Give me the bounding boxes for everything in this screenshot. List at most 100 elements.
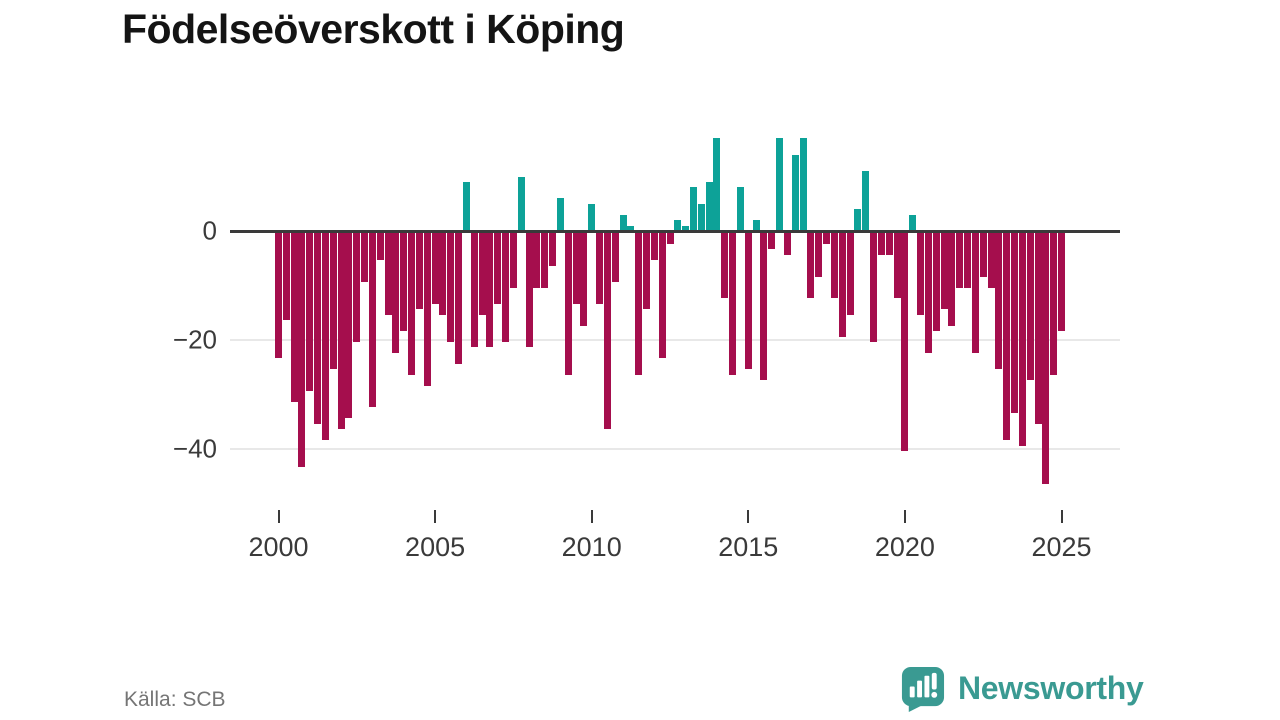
bar-negative	[400, 233, 408, 332]
bar-negative	[948, 233, 956, 326]
x-axis-tick-mark	[747, 510, 750, 523]
bar-negative	[940, 233, 948, 310]
bar-negative	[830, 233, 838, 299]
bar-negative	[321, 233, 329, 441]
bar-negative	[877, 233, 885, 255]
source-note: Källa: SCB	[124, 688, 226, 711]
bar-negative	[1018, 233, 1026, 446]
x-axis-tick-mark	[434, 510, 437, 523]
bar-negative	[917, 233, 925, 315]
bar-positive	[799, 138, 807, 231]
x-axis-tick-label: 2000	[248, 532, 309, 562]
bar-positive	[689, 187, 697, 231]
y-axis-tick-label: −20	[172, 324, 217, 355]
gridline	[230, 339, 1120, 341]
bar-negative	[306, 233, 314, 392]
bar-negative	[901, 233, 909, 451]
bar-negative	[846, 233, 854, 315]
bar-negative	[807, 233, 815, 299]
bar-negative	[885, 233, 893, 255]
bar-positive	[588, 203, 596, 231]
bar-positive	[556, 198, 564, 231]
bar-positive	[713, 138, 721, 231]
bar-positive	[909, 214, 917, 231]
newsworthy-speech-bubble-chart-icon	[901, 666, 945, 712]
bar-negative	[509, 233, 517, 288]
bar-positive	[674, 220, 682, 231]
y-axis-tick-label: 0	[202, 215, 217, 246]
bar-positive	[705, 181, 713, 231]
bar-negative	[995, 233, 1003, 370]
bar-negative	[635, 233, 643, 375]
x-axis-tick-label: 2025	[1031, 532, 1092, 562]
bar-negative	[783, 233, 791, 255]
x-axis-tick-label: 2005	[405, 532, 466, 562]
bar-positive	[862, 171, 870, 231]
zero-axis-line	[230, 230, 1120, 233]
bar-positive	[854, 209, 862, 231]
bar-negative	[361, 233, 369, 283]
page-title: Födelseöverskott i Köping	[122, 6, 625, 52]
x-axis-tick-label: 2020	[874, 532, 935, 562]
bar-negative	[893, 233, 901, 299]
bar-negative	[721, 233, 729, 299]
bar-negative	[729, 233, 737, 375]
newsworthy-wordmark: Newsworthy	[958, 670, 1144, 706]
bar-negative	[337, 233, 345, 430]
bar-positive	[682, 225, 690, 231]
bar-positive	[791, 154, 799, 231]
bar-negative	[823, 233, 831, 244]
bar-positive	[462, 181, 470, 231]
bar-positive	[619, 214, 627, 231]
bar-positive	[697, 203, 705, 231]
x-axis-tick-label: 2015	[718, 532, 779, 562]
bar-negative	[1026, 233, 1034, 381]
bar-negative	[611, 233, 619, 283]
bar-negative	[368, 233, 376, 408]
bar-negative	[1003, 233, 1011, 441]
bar-negative	[376, 233, 384, 261]
bar-negative	[1058, 233, 1065, 332]
bar-negative	[494, 233, 502, 304]
bar-negative	[643, 233, 650, 310]
bar-positive	[752, 220, 760, 231]
bar-negative	[486, 233, 494, 348]
bar-negative	[549, 233, 557, 266]
bar-negative	[353, 233, 361, 342]
bar-negative	[541, 233, 549, 288]
bar-negative	[760, 233, 768, 381]
bar-negative	[502, 233, 510, 342]
bar-negative	[533, 233, 541, 288]
bar-negative	[650, 233, 658, 261]
bar-negative	[470, 233, 478, 348]
bar-positive	[736, 187, 744, 231]
bar-negative	[314, 233, 322, 424]
bar-negative	[384, 233, 392, 315]
bar-negative	[298, 233, 306, 468]
bar-negative	[815, 233, 823, 277]
bar-negative	[1011, 233, 1019, 413]
bar-negative	[971, 233, 979, 353]
bar-negative	[345, 233, 353, 419]
bar-negative	[1042, 233, 1050, 484]
bar-negative	[979, 233, 987, 277]
bar-negative	[415, 233, 423, 310]
bar-negative	[956, 233, 964, 288]
bar-negative	[987, 233, 995, 288]
bar-negative	[658, 233, 666, 359]
bar-positive	[517, 176, 525, 231]
bar-negative	[423, 233, 431, 386]
bar-positive	[627, 225, 635, 231]
bar-negative	[275, 233, 282, 359]
bar-negative	[964, 233, 972, 288]
y-axis-tick-label: −40	[172, 433, 217, 464]
bar-negative	[744, 233, 752, 370]
newsworthy-logo: Newsworthy	[899, 665, 1144, 712]
x-axis-tick-mark	[903, 510, 906, 523]
bar-negative	[580, 233, 588, 326]
bar-positive	[776, 138, 784, 231]
x-axis-tick-mark	[277, 510, 280, 523]
bar-negative	[1034, 233, 1042, 424]
